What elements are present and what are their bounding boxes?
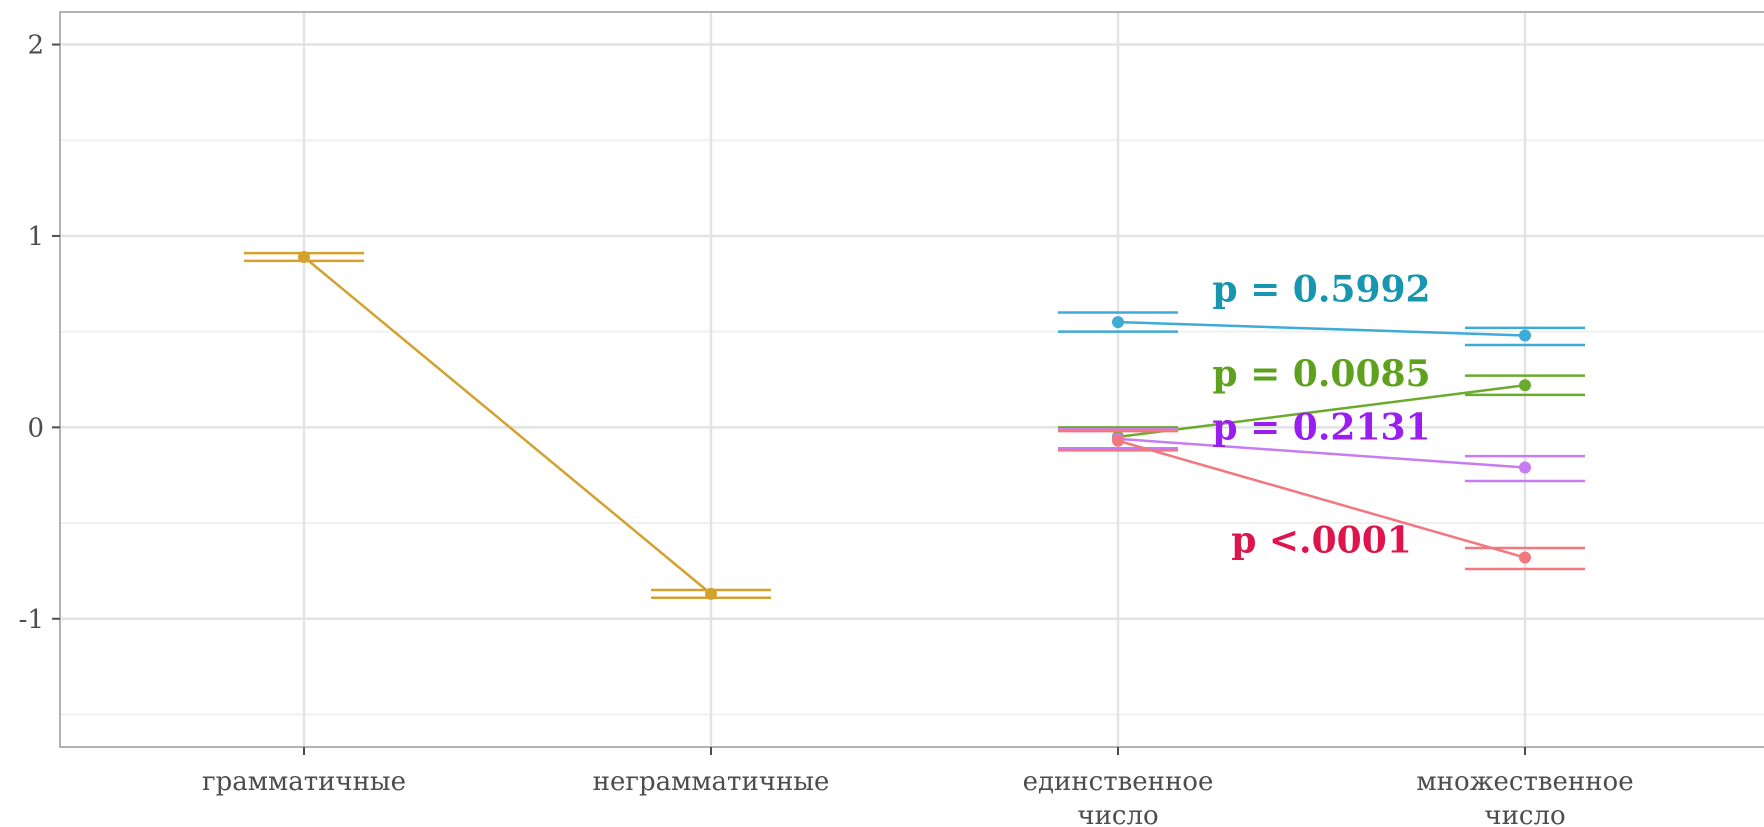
- series-line: [1117, 384, 1526, 439]
- y-tick-label: -1: [19, 605, 44, 635]
- data-point: [1112, 434, 1124, 447]
- p-value-label: p <.0001: [1231, 519, 1412, 561]
- data-point: [1519, 461, 1531, 474]
- x-tick-label: множественное: [1416, 767, 1633, 797]
- x-tick-label: грамматичные: [202, 767, 406, 797]
- data-point: [298, 251, 310, 263]
- series-line: [1117, 437, 1526, 469]
- data-point: [1112, 316, 1124, 329]
- x-axis: грамматичные неграмматичные единственное чи…: [202, 747, 1634, 827]
- data-point: [1519, 379, 1531, 392]
- y-tick-label: 0: [27, 413, 44, 443]
- annotation-layer: p = 0.5992 p = 0.0085 p = 0.2131 p <.0001: [1212, 269, 1430, 562]
- x-tick-label: единственное: [1023, 767, 1214, 797]
- data-point: [705, 587, 717, 600]
- x-tick-label: неграмматичные: [593, 767, 830, 797]
- x-tick-label: число: [1077, 801, 1158, 827]
- y-axis: 2 1 0 -1: [19, 31, 60, 635]
- series-1: [1058, 311, 1585, 347]
- grid-layer: [60, 12, 1764, 747]
- series-line: [1117, 439, 1526, 559]
- series-line: [303, 256, 712, 595]
- y-tick-label: 2: [27, 31, 44, 61]
- x-tick-label: число: [1484, 801, 1565, 827]
- data-point: [1519, 329, 1531, 342]
- data-point: [1519, 551, 1531, 564]
- p-value-label: p = 0.0085: [1212, 353, 1430, 395]
- series-line: [1117, 320, 1526, 337]
- series-layer: [244, 251, 1585, 600]
- series-0: [244, 251, 771, 600]
- p-value-label: p = 0.5992: [1212, 269, 1430, 311]
- p-value-label: p = 0.2131: [1212, 406, 1430, 448]
- y-tick-label: 1: [27, 222, 44, 252]
- series-4: [1058, 429, 1585, 571]
- panel-border: [59, 11, 1764, 748]
